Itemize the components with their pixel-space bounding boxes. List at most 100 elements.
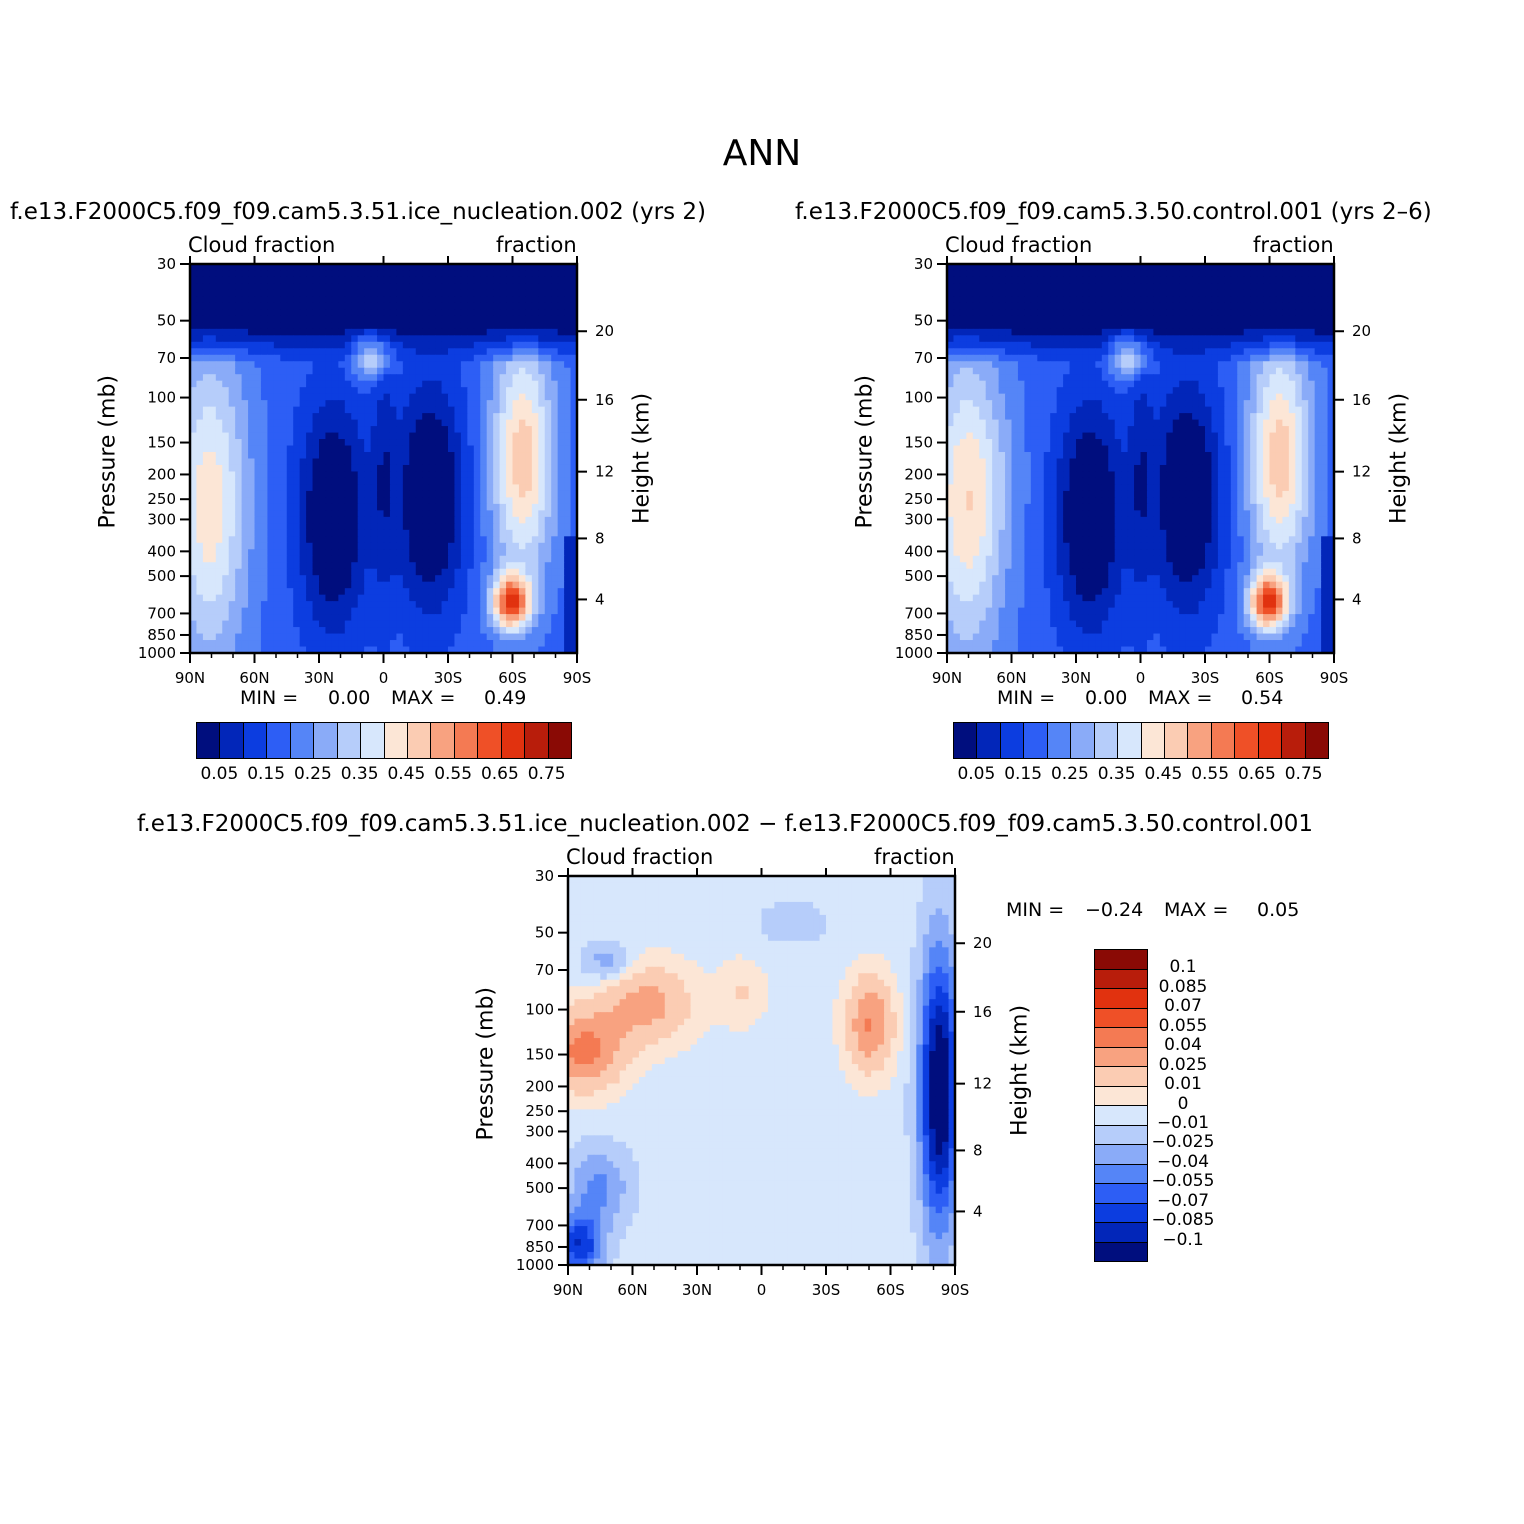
test-cell xyxy=(222,588,230,596)
control-cell xyxy=(1011,289,1019,298)
test-cell xyxy=(441,516,449,524)
control-cell xyxy=(1050,393,1058,401)
control-cell xyxy=(947,348,955,356)
test-cell xyxy=(480,322,488,330)
test-cell xyxy=(512,283,520,291)
control-cell xyxy=(966,270,974,278)
test-cell xyxy=(248,484,256,492)
test-cell xyxy=(557,367,565,375)
test-cell xyxy=(357,393,365,401)
test-cell xyxy=(557,348,565,356)
test-cells xyxy=(190,264,578,654)
control-cell xyxy=(1050,354,1058,362)
test-cell xyxy=(570,445,578,453)
control-cell xyxy=(979,361,987,369)
test-cell xyxy=(531,419,539,427)
test-cell xyxy=(260,477,268,486)
test-cell xyxy=(215,264,223,272)
control-cell xyxy=(1314,367,1322,375)
test-cell xyxy=(364,348,372,356)
test-cell xyxy=(248,439,256,447)
test-cell xyxy=(377,458,385,466)
test-cell xyxy=(460,458,468,466)
control-cell xyxy=(959,289,967,298)
test-cell xyxy=(525,523,533,531)
test-cell xyxy=(215,555,223,563)
test-cell xyxy=(473,536,481,544)
test-cell xyxy=(557,406,565,414)
test-cell xyxy=(280,646,288,654)
test-cell xyxy=(389,328,397,336)
test-cell xyxy=(222,464,230,473)
test-cell xyxy=(377,361,385,369)
control-cell xyxy=(1063,380,1071,388)
test-cell xyxy=(293,614,301,622)
test-cell xyxy=(196,413,204,421)
test-cell xyxy=(493,523,501,531)
test-cell xyxy=(557,328,565,336)
test-cell xyxy=(293,516,301,524)
test-cell xyxy=(338,601,346,609)
control-cell xyxy=(1288,264,1296,272)
test-ytick-label: 850 xyxy=(147,626,176,644)
control-cell xyxy=(985,289,993,298)
test-cell xyxy=(389,562,397,570)
test-cell xyxy=(383,588,391,596)
test-cell xyxy=(538,562,546,570)
test-cell xyxy=(286,374,294,382)
control-cell xyxy=(1063,276,1071,285)
control-cell xyxy=(1114,374,1122,382)
test-cell xyxy=(493,367,501,375)
control-cell xyxy=(1127,302,1135,310)
test-cell xyxy=(306,458,314,466)
test-cell xyxy=(248,607,256,615)
test-cell xyxy=(551,387,559,395)
test-cell xyxy=(357,374,365,382)
test-cell xyxy=(441,426,449,434)
test-cell xyxy=(306,542,314,550)
test-cell xyxy=(486,575,494,583)
test-cell xyxy=(389,348,397,356)
test-cell xyxy=(493,335,501,343)
test-cell xyxy=(383,555,391,563)
test-cell xyxy=(551,640,559,648)
test-cell xyxy=(254,523,262,531)
test-cell xyxy=(460,419,468,427)
control-cell xyxy=(972,264,980,272)
control-cell xyxy=(1243,283,1251,291)
test-cell xyxy=(286,322,294,330)
test-cell xyxy=(331,296,339,304)
control-cell xyxy=(1256,302,1264,310)
control-cell xyxy=(1166,315,1174,323)
test-cell xyxy=(235,503,243,511)
test-cell xyxy=(299,406,307,414)
test-cell xyxy=(190,445,198,453)
test-cell xyxy=(228,341,236,349)
test-cell xyxy=(299,471,307,479)
control-cell xyxy=(1159,361,1167,369)
test-cell xyxy=(441,264,449,272)
control-cell xyxy=(1198,354,1206,362)
test-cell xyxy=(196,464,204,473)
test-cell xyxy=(402,309,410,317)
test-cell xyxy=(422,439,430,447)
test-cell xyxy=(557,387,565,395)
test-cell xyxy=(415,640,423,648)
test-cell xyxy=(280,452,288,460)
test-cell xyxy=(480,328,488,336)
test-cell xyxy=(299,387,307,395)
control-cell xyxy=(1159,354,1167,362)
control-cell xyxy=(1308,270,1316,278)
control-cell xyxy=(1146,276,1154,285)
test-cell xyxy=(402,328,410,336)
test-cell xyxy=(241,374,249,382)
test-cell xyxy=(383,646,391,654)
test-cell xyxy=(435,614,443,622)
control-cell xyxy=(1230,335,1238,343)
test-cell xyxy=(267,620,275,628)
test-cell xyxy=(383,341,391,349)
test-cell xyxy=(557,439,565,447)
test-cell xyxy=(209,400,217,408)
test-cell xyxy=(377,607,385,615)
control-cell xyxy=(972,367,980,375)
